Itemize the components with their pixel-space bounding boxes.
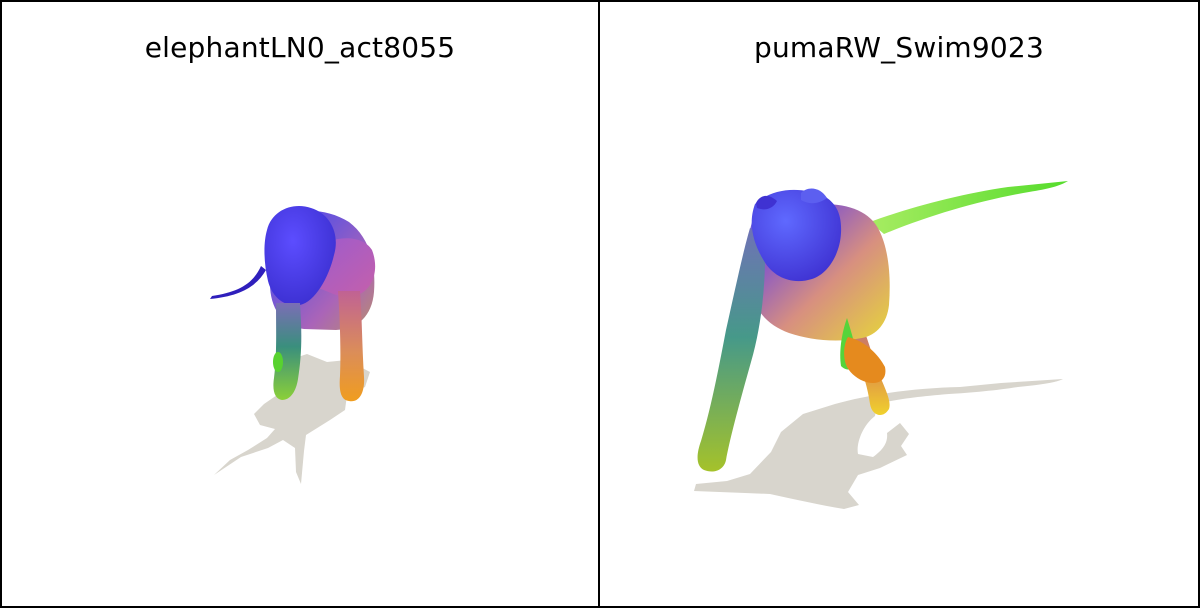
elephant-svg	[210, 206, 376, 484]
elephant-render	[2, 2, 598, 606]
right-panel: pumaRW_Swim9023	[600, 2, 1198, 606]
elephant-green-foot	[273, 352, 283, 372]
puma-head	[751, 189, 842, 282]
elephant-left-leg	[273, 303, 302, 400]
puma-render	[600, 2, 1198, 606]
elephant-right-leg	[338, 291, 365, 402]
right-panel-title: pumaRW_Swim9023	[754, 31, 1044, 64]
puma-svg	[694, 181, 1068, 509]
left-panel: elephantLN0_act8055	[2, 2, 600, 606]
elephant-trunk	[210, 266, 266, 299]
puma-front-leg	[697, 228, 766, 472]
puma-tail	[870, 181, 1068, 234]
elephant-head	[264, 206, 336, 306]
puma-left-ear	[756, 195, 777, 210]
left-panel-title: elephantLN0_act8055	[144, 31, 456, 64]
elephant-shadow	[214, 354, 370, 484]
puma-raised-paw	[844, 337, 886, 383]
puma-shadow	[694, 379, 1063, 509]
puma-right-ear	[801, 188, 827, 204]
